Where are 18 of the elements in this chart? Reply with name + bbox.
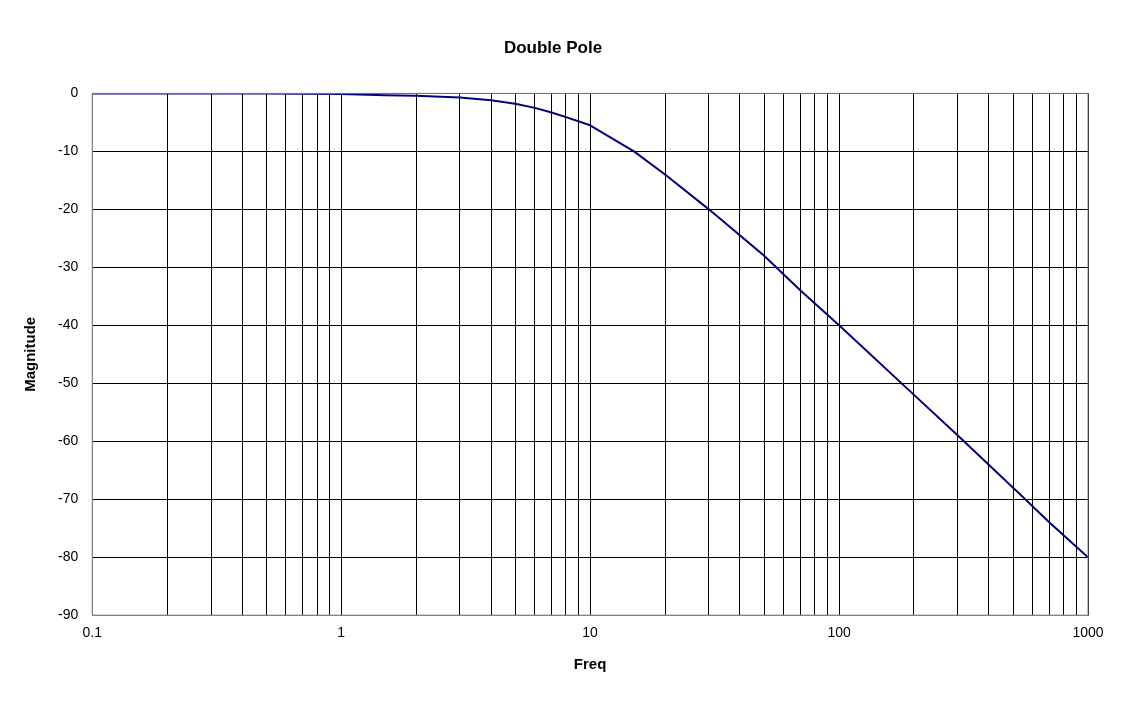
y-tick-label: -20 bbox=[58, 200, 79, 217]
x-tick-label: 1000 bbox=[1072, 624, 1104, 641]
x-tick-label: 1 bbox=[337, 624, 346, 641]
y-tick-label: -80 bbox=[58, 548, 79, 565]
y-tick-label: -30 bbox=[58, 258, 79, 275]
y-tick-label: -70 bbox=[58, 490, 79, 507]
x-tick-label: 0.1 bbox=[82, 624, 103, 641]
x-tick-label: 100 bbox=[827, 624, 851, 641]
y-tick-label: -10 bbox=[58, 142, 79, 159]
y-tick-label: -90 bbox=[58, 606, 79, 623]
y-tick-label: 0 bbox=[70, 84, 79, 101]
y-tick-label: -50 bbox=[58, 374, 79, 391]
chart-title: Double Pole bbox=[503, 37, 603, 57]
y-tick-label: -40 bbox=[58, 316, 79, 333]
x-axis-title: Freq bbox=[573, 655, 607, 673]
x-tick-label: 10 bbox=[582, 624, 599, 641]
y-tick-label: -60 bbox=[58, 432, 79, 449]
y-axis-title: Magnitude bbox=[21, 316, 39, 392]
